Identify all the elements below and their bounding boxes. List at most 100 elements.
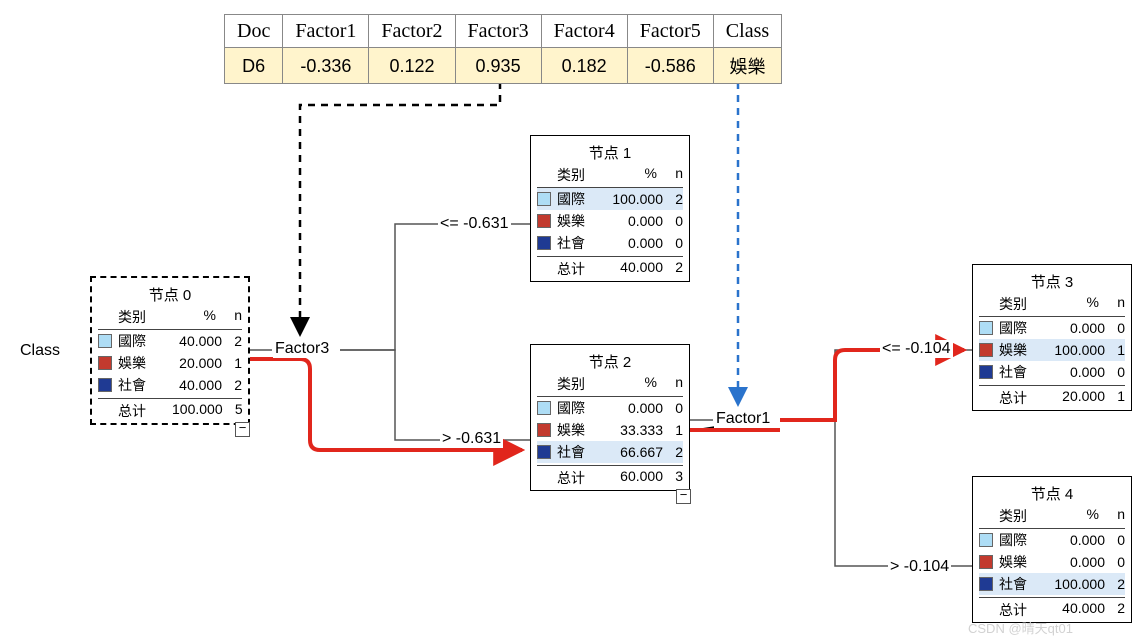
node-category-row: 社會66.6672	[537, 441, 683, 463]
node-category-row: 娛樂33.3331	[537, 419, 683, 441]
category-n: 1	[669, 422, 683, 438]
category-n: 2	[1111, 576, 1125, 592]
tree-node-n4: 节点 4类别%n國際0.0000娛樂0.0000社會100.0002总计40.0…	[972, 476, 1132, 623]
category-name: 娛樂	[999, 340, 1039, 360]
node-category-row: 社會100.0002	[979, 573, 1125, 595]
category-pct: 33.333	[597, 422, 669, 438]
category-swatch-icon	[979, 321, 993, 335]
category-pct: 0.000	[597, 213, 669, 229]
node-total-row: 总计40.0002	[537, 256, 683, 279]
node-header: 类别%n	[979, 506, 1125, 529]
category-n: 0	[1111, 554, 1125, 570]
doc-col-header: Factor4	[541, 15, 627, 48]
doc-col-header: Factor2	[369, 15, 455, 48]
doc-cell: 0.122	[369, 48, 455, 84]
category-name: 國際	[999, 318, 1039, 338]
cond-factor3-le: <= -0.631	[438, 215, 511, 233]
cond-factor1-le: <= -0.104	[880, 340, 953, 358]
node-category-row: 國際0.0000	[537, 397, 683, 419]
category-name: 娛樂	[557, 420, 597, 440]
node-category-row: 社會0.0000	[537, 232, 683, 254]
category-name: 社會	[999, 362, 1039, 382]
node-title: 节点 1	[537, 140, 683, 165]
tree-node-n2: 节点 2类别%n國際0.0000娛樂33.3331社會66.6672总计60.0…	[530, 344, 690, 491]
category-swatch-icon	[98, 334, 112, 348]
doc-cell: 娛樂	[713, 48, 781, 84]
category-n: 0	[1111, 532, 1125, 548]
node-header: 类别%n	[537, 165, 683, 188]
category-swatch-icon	[98, 356, 112, 370]
node-category-row: 國際0.0000	[979, 529, 1125, 551]
category-pct: 0.000	[597, 235, 669, 251]
category-swatch-icon	[979, 343, 993, 357]
category-pct: 0.000	[1039, 554, 1111, 570]
category-swatch-icon	[537, 445, 551, 459]
doc-col-header: Factor1	[283, 15, 369, 48]
node-header: 类别%n	[98, 307, 242, 330]
node-category-row: 娛樂0.0000	[537, 210, 683, 232]
category-swatch-icon	[537, 214, 551, 228]
cond-factor3-gt: > -0.631	[440, 430, 503, 448]
node-header: 类别%n	[979, 294, 1125, 317]
category-swatch-icon	[979, 533, 993, 547]
category-n: 0	[669, 400, 683, 416]
category-name: 社會	[557, 442, 597, 462]
category-swatch-icon	[98, 378, 112, 392]
category-n: 2	[228, 333, 242, 349]
category-pct: 100.000	[1039, 342, 1111, 358]
node-category-row: 娛樂100.0001	[979, 339, 1125, 361]
doc-cell: 0.935	[455, 48, 541, 84]
category-swatch-icon	[979, 365, 993, 379]
doc-cell: -0.586	[627, 48, 713, 84]
node-total-row: 总计40.0002	[979, 597, 1125, 620]
category-pct: 40.000	[158, 333, 228, 349]
node-category-row: 社會0.0000	[979, 361, 1125, 383]
category-name: 娛樂	[118, 353, 158, 373]
category-name: 國際	[557, 189, 597, 209]
category-swatch-icon	[979, 577, 993, 591]
node-category-row: 社會40.0002	[98, 374, 242, 396]
category-name: 國際	[557, 398, 597, 418]
category-swatch-icon	[979, 555, 993, 569]
category-name: 娛樂	[999, 552, 1039, 572]
node-header: 类别%n	[537, 374, 683, 397]
category-n: 0	[1111, 320, 1125, 336]
diagram-canvas: DocFactor1Factor2Factor3Factor4Factor5Cl…	[0, 0, 1146, 644]
node-title: 节点 4	[979, 481, 1125, 506]
category-swatch-icon	[537, 423, 551, 437]
category-swatch-icon	[537, 192, 551, 206]
category-n: 2	[228, 377, 242, 393]
category-n: 0	[1111, 364, 1125, 380]
category-pct: 0.000	[597, 400, 669, 416]
category-name: 國際	[999, 530, 1039, 550]
collapse-minus-icon[interactable]: −	[676, 489, 691, 504]
node-title: 节点 0	[98, 282, 242, 307]
factor1-label: Factor1	[714, 410, 772, 428]
category-n: 2	[669, 444, 683, 460]
watermark: CSDN @晴天qt01	[968, 618, 1073, 637]
category-swatch-icon	[537, 401, 551, 415]
category-n: 1	[1111, 342, 1125, 358]
tree-node-n3: 节点 3类别%n國際0.0000娛樂100.0001社會0.0000总计20.0…	[972, 264, 1132, 411]
collapse-minus-icon[interactable]: −	[235, 422, 250, 437]
node-category-row: 國際0.0000	[979, 317, 1125, 339]
node-title: 节点 3	[979, 269, 1125, 294]
node-category-row: 國際40.0002	[98, 330, 242, 352]
doc-col-header: Class	[713, 15, 781, 48]
doc-col-header: Doc	[225, 15, 283, 48]
category-name: 娛樂	[557, 211, 597, 231]
node-total-row: 总计20.0001	[979, 385, 1125, 408]
node-category-row: 國際100.0002	[537, 188, 683, 210]
node-total-row: 总计100.0005	[98, 398, 242, 421]
doc-cell: 0.182	[541, 48, 627, 84]
factor3-label: Factor3	[273, 340, 331, 358]
category-pct: 40.000	[158, 377, 228, 393]
category-n: 1	[228, 355, 242, 371]
tree-node-n0: 节点 0类别%n國際40.0002娛樂20.0001社會40.0002总计100…	[90, 276, 250, 425]
node-category-row: 娛樂20.0001	[98, 352, 242, 374]
category-pct: 0.000	[1039, 364, 1111, 380]
category-n: 2	[669, 191, 683, 207]
category-pct: 66.667	[597, 444, 669, 460]
category-pct: 0.000	[1039, 320, 1111, 336]
category-pct: 0.000	[1039, 532, 1111, 548]
